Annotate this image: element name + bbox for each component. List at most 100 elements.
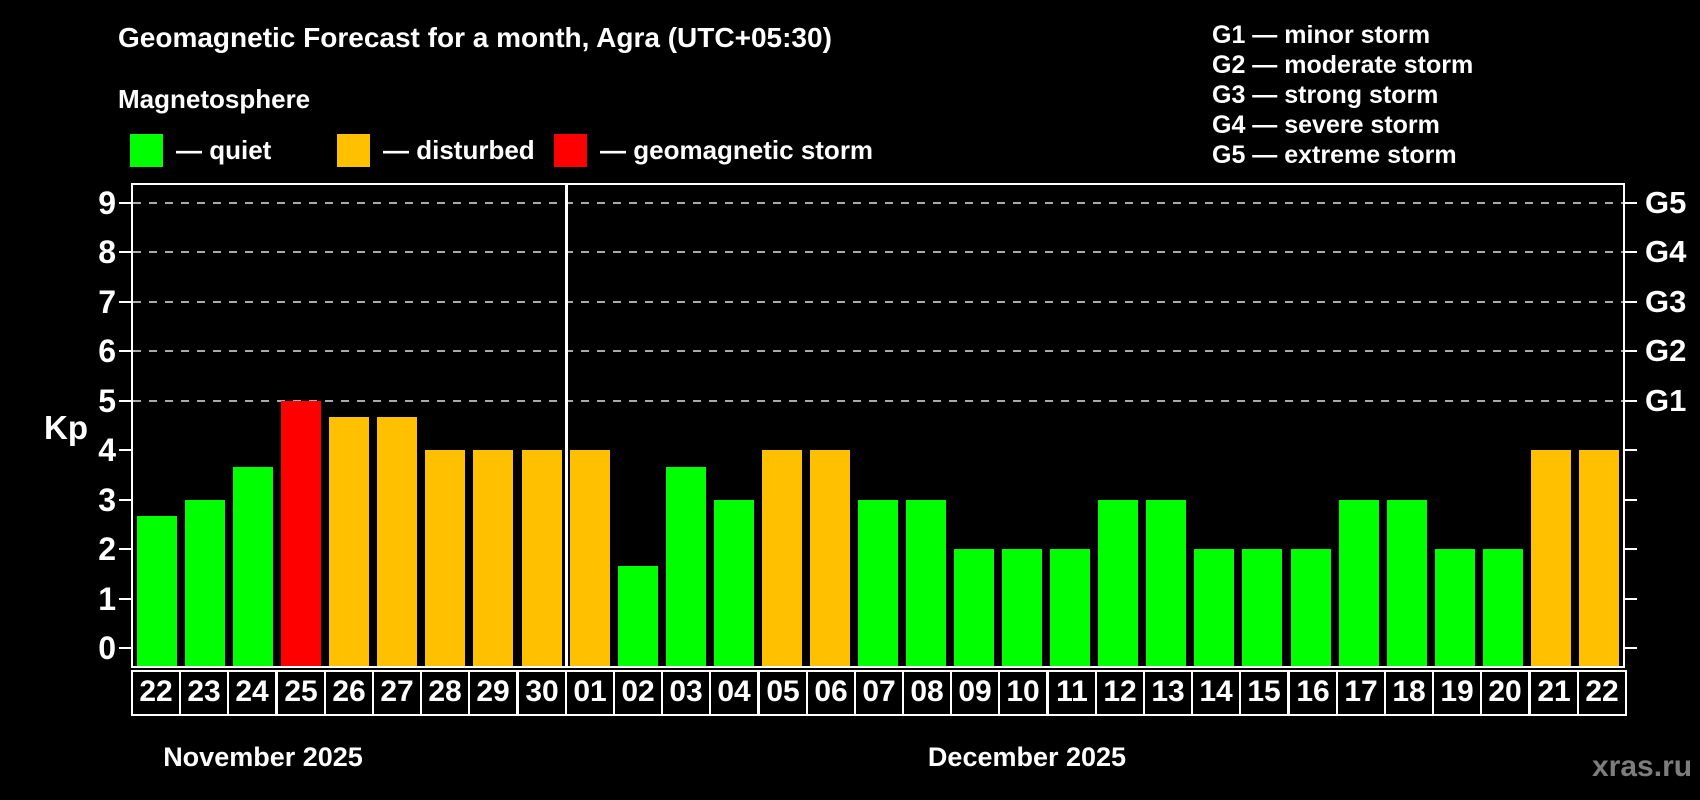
storm-scale-line: G3 — strong storm xyxy=(1212,81,1439,109)
day-label-cell: 16 xyxy=(1288,670,1338,716)
y-axis-tick-label: 0 xyxy=(98,630,116,667)
kp-bar xyxy=(137,516,177,666)
kp-bar xyxy=(714,500,754,666)
right-axis-tick xyxy=(1625,350,1637,353)
kp-bar xyxy=(1242,549,1282,666)
y-axis-tick-label: 6 xyxy=(98,333,116,370)
right-axis-tick xyxy=(1625,201,1637,204)
day-label-cell: 03 xyxy=(661,670,711,716)
gridline-kp-9 xyxy=(133,201,1623,204)
y-axis-tick-label: 7 xyxy=(98,283,116,320)
day-label-cell: 07 xyxy=(854,670,904,716)
month-label: November 2025 xyxy=(163,742,363,772)
kp-bar xyxy=(281,401,321,666)
watermark: xras.ru xyxy=(1592,750,1693,783)
y-axis-tick-label: 2 xyxy=(98,531,116,568)
kp-bar xyxy=(185,500,225,666)
y-axis-tick-label: 5 xyxy=(98,382,116,419)
right-axis-tick xyxy=(1625,647,1637,650)
right-axis-tick xyxy=(1625,300,1637,303)
kp-bar xyxy=(1098,500,1138,666)
g-scale-label-g2: G2 xyxy=(1645,333,1687,369)
legend-label-disturbed: — disturbed xyxy=(383,135,535,165)
kp-bar xyxy=(1387,500,1427,666)
y-axis-tick-label: 9 xyxy=(98,184,116,221)
kp-bar xyxy=(1002,549,1042,666)
kp-bar xyxy=(666,467,706,666)
kp-bar xyxy=(1579,450,1619,666)
kp-bar xyxy=(762,450,802,666)
legend-swatch-storm xyxy=(554,134,587,167)
y-axis-tick-label: 3 xyxy=(98,481,116,518)
y-axis-tick xyxy=(119,498,131,501)
kp-bar xyxy=(1483,549,1523,666)
right-axis-tick xyxy=(1625,548,1637,551)
day-label-cell: 15 xyxy=(1239,670,1289,716)
y-axis-tick-label: 1 xyxy=(98,580,116,617)
kp-bar xyxy=(954,549,994,666)
day-label-cell: 12 xyxy=(1095,670,1145,716)
day-label-cell: 30 xyxy=(517,670,567,716)
kp-bar xyxy=(377,417,417,666)
kp-bar xyxy=(1435,549,1475,666)
day-label-cell: 17 xyxy=(1336,670,1386,716)
y-axis-tick xyxy=(119,548,131,551)
kp-bar xyxy=(1339,500,1379,666)
kp-bar xyxy=(618,566,658,666)
month-separator-line xyxy=(565,185,568,666)
kp-bar xyxy=(329,417,369,666)
y-axis-tick-label: 8 xyxy=(98,234,116,271)
day-label-cell: 27 xyxy=(372,670,422,716)
day-label-cell: 05 xyxy=(758,670,808,716)
legend-label-quiet: — quiet xyxy=(176,135,272,165)
magnetosphere-label: Magnetosphere xyxy=(118,84,311,114)
kp-bar xyxy=(425,450,465,666)
g-scale-label-g4: G4 xyxy=(1645,234,1687,270)
plot-area xyxy=(131,183,1625,668)
day-label-cell: 02 xyxy=(613,670,663,716)
day-label-cell: 11 xyxy=(1047,670,1097,716)
day-label-cell: 06 xyxy=(806,670,856,716)
day-label-cell: 23 xyxy=(179,670,229,716)
storm-scale-line: G4 — severe storm xyxy=(1212,111,1440,139)
day-label-cell: 13 xyxy=(1143,670,1193,716)
legend-swatch-quiet xyxy=(130,134,163,167)
right-axis-tick xyxy=(1625,399,1637,402)
right-axis-tick xyxy=(1625,251,1637,254)
day-label-cell: 10 xyxy=(998,670,1048,716)
kp-bar xyxy=(1531,450,1571,666)
storm-scale-line: G2 — moderate storm xyxy=(1212,51,1474,79)
day-label-cell: 08 xyxy=(902,670,952,716)
day-label-cell: 01 xyxy=(565,670,615,716)
kp-bar xyxy=(233,467,273,666)
y-axis-tick xyxy=(119,647,131,650)
y-axis-tick-label: 4 xyxy=(98,432,116,469)
gridline-kp-5 xyxy=(133,399,1623,402)
kp-bar xyxy=(1291,549,1331,666)
day-label-cell: 22 xyxy=(131,670,181,716)
kp-bar xyxy=(1194,549,1234,666)
day-label-cell: 29 xyxy=(468,670,518,716)
day-label-cell: 25 xyxy=(276,670,326,716)
y-axis-tick xyxy=(119,449,131,452)
day-label-cell: 22 xyxy=(1577,670,1627,716)
day-label-cell: 26 xyxy=(324,670,374,716)
kp-bar xyxy=(810,450,850,666)
legend-swatch-disturbed xyxy=(337,134,370,167)
day-label-cell: 14 xyxy=(1191,670,1241,716)
kp-bar xyxy=(473,450,513,666)
right-axis-tick xyxy=(1625,597,1637,600)
y-axis-tick xyxy=(119,251,131,254)
g-scale-label-g5: G5 xyxy=(1645,184,1687,220)
day-label-cell: 20 xyxy=(1480,670,1530,716)
kp-bar xyxy=(1146,500,1186,666)
kp-bar xyxy=(858,500,898,666)
gridline-kp-6 xyxy=(133,350,1623,353)
legend-label-storm: — geomagnetic storm xyxy=(600,135,874,165)
storm-scale-line: G5 — extreme storm xyxy=(1212,141,1457,169)
storm-scale-legend: G1 — minor storm G2 — moderate storm G3 — … xyxy=(1212,20,1473,170)
y-axis-tick xyxy=(119,350,131,353)
y-axis-tick xyxy=(119,399,131,402)
day-label-cell: 19 xyxy=(1432,670,1482,716)
